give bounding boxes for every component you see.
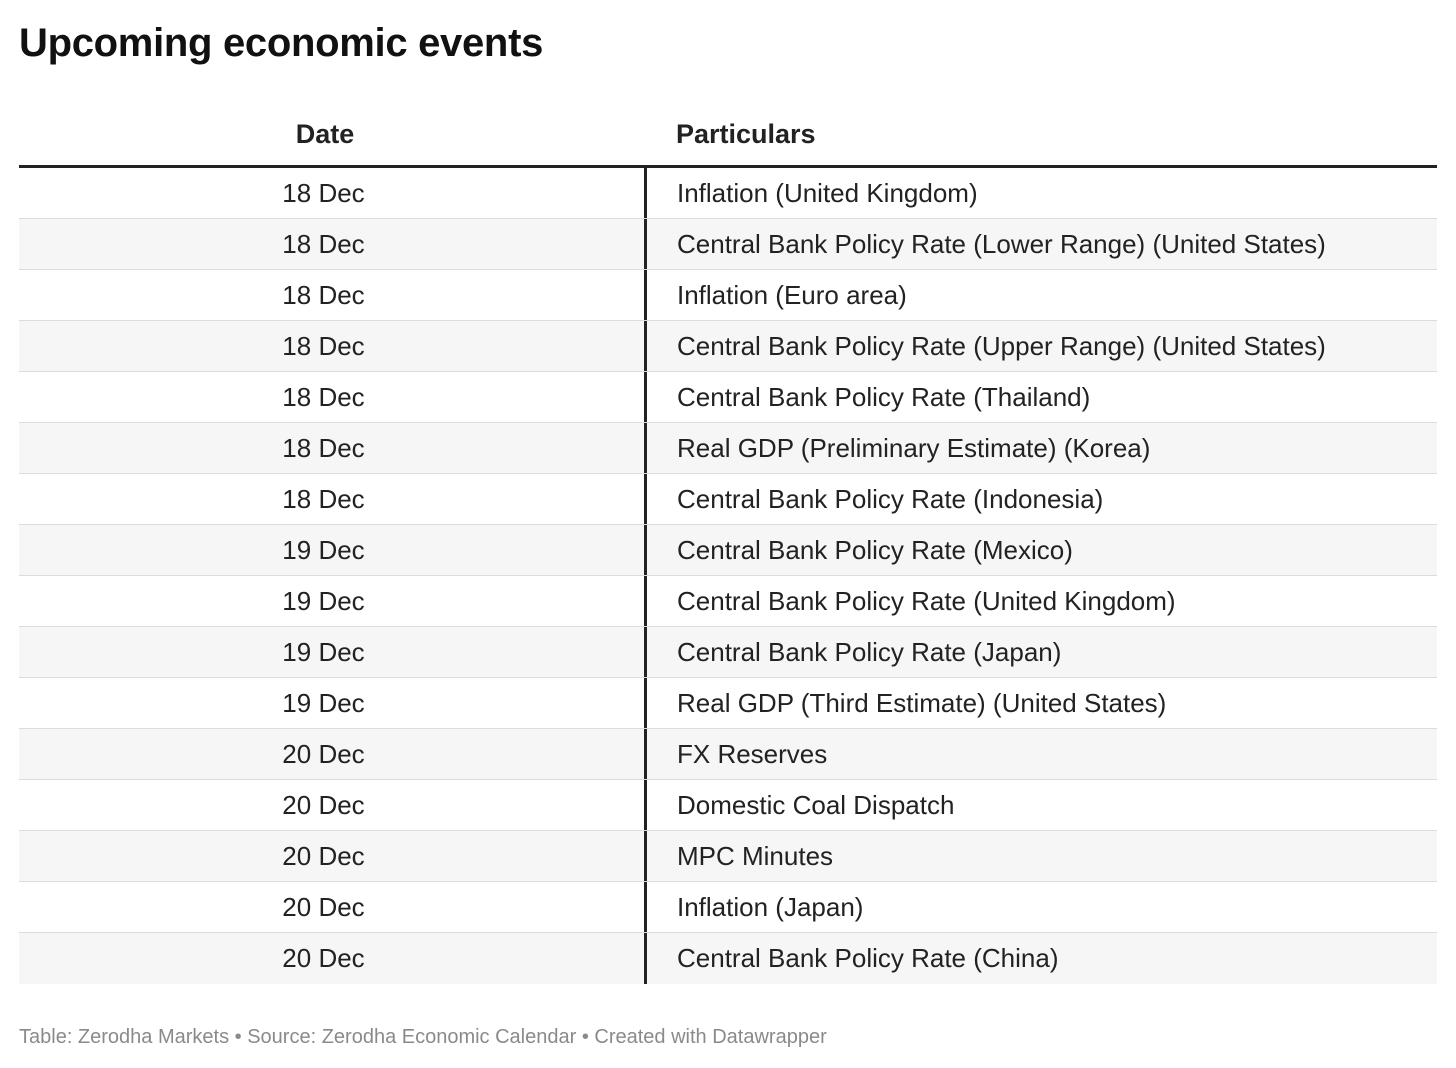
source-footer: Table: Zerodha Markets • Source: Zerodha… xyxy=(19,1026,827,1048)
particulars-cell: Inflation (Euro area) xyxy=(677,279,907,310)
table-row: 20 Dec Central Bank Policy Rate (China) xyxy=(19,933,1437,984)
table-row: 18 Dec Central Bank Policy Rate (Indonesi… xyxy=(19,474,1437,525)
date-cell: 20 Dec xyxy=(19,933,647,984)
particulars-cell: Real GDP (Preliminary Estimate) (Korea) xyxy=(677,432,1151,463)
table-row: 19 Dec Real GDP (Third Estimate) (United … xyxy=(19,678,1437,729)
date-cell: 20 Dec xyxy=(19,729,647,779)
table-row: 20 Dec Inflation (Japan) xyxy=(19,882,1437,933)
particulars-cell: Central Bank Policy Rate (Japan) xyxy=(677,636,1062,667)
particulars-cell: Central Bank Policy Rate (Lower Range) (… xyxy=(677,228,1326,259)
date-cell: 18 Dec xyxy=(19,423,647,473)
table-row: 20 Dec MPC Minutes xyxy=(19,831,1437,882)
table-row: 18 Dec Inflation (Euro area) xyxy=(19,270,1437,321)
column-header-particulars: Particulars xyxy=(676,119,816,149)
particulars-cell: MPC Minutes xyxy=(677,840,834,871)
date-cell: 20 Dec xyxy=(19,780,647,830)
column-header-date: Date xyxy=(295,119,355,149)
particulars-cell: Inflation (United Kingdom) xyxy=(677,177,978,208)
table-row: 18 Dec Central Bank Policy Rate (Upper Ra… xyxy=(19,321,1437,372)
table-row: 18 Dec Central Bank Policy Rate (Lower Ra… xyxy=(19,219,1437,270)
date-cell: 19 Dec xyxy=(19,576,647,626)
particulars-cell: FX Reserves xyxy=(677,738,828,769)
date-cell: 18 Dec xyxy=(19,168,647,218)
date-cell: 19 Dec xyxy=(19,525,647,575)
date-cell: 18 Dec xyxy=(19,372,647,422)
table-row: 18 Dec Real GDP (Preliminary Estimate) (K… xyxy=(19,423,1437,474)
date-cell: 18 Dec xyxy=(19,321,647,371)
date-cell: 20 Dec xyxy=(19,882,647,932)
particulars-cell: Real GDP (Third Estimate) (United States… xyxy=(677,687,1167,718)
date-cell: 18 Dec xyxy=(19,270,647,320)
particulars-cell: Domestic Coal Dispatch xyxy=(677,789,955,820)
table-body: 18 Dec Inflation (United Kingdom) 18 Dec Ce… xyxy=(19,168,1437,984)
table-row: 19 Dec Central Bank Policy Rate (Mexico) xyxy=(19,525,1437,576)
particulars-cell: Central Bank Policy Rate (China) xyxy=(677,943,1059,973)
particulars-cell: Inflation (Japan) xyxy=(677,891,864,922)
particulars-cell: Central Bank Policy Rate (Indonesia) xyxy=(677,483,1104,514)
table-row: 18 Dec Inflation (United Kingdom) xyxy=(19,168,1437,219)
date-cell: 19 Dec xyxy=(19,678,647,728)
table-row: 19 Dec Central Bank Policy Rate (Japan) xyxy=(19,627,1437,678)
table-row: 19 Dec Central Bank Policy Rate (United K… xyxy=(19,576,1437,627)
particulars-cell: Central Bank Policy Rate (Upper Range) (… xyxy=(677,330,1326,361)
particulars-cell: Central Bank Policy Rate (Mexico) xyxy=(677,534,1073,565)
date-cell: 18 Dec xyxy=(19,474,647,524)
events-table: Date Particulars 18 Dec Inflation (United… xyxy=(19,104,1437,984)
date-cell: 18 Dec xyxy=(19,219,647,269)
date-cell: 19 Dec xyxy=(19,627,647,677)
particulars-cell: Central Bank Policy Rate (United Kingdom… xyxy=(677,585,1176,616)
table-header: Date Particulars xyxy=(19,104,1437,168)
table-row: 20 Dec FX Reserves xyxy=(19,729,1437,780)
table-row: 18 Dec Central Bank Policy Rate (Thailand… xyxy=(19,372,1437,423)
page-title: Upcoming economic events xyxy=(19,21,544,65)
particulars-cell: Central Bank Policy Rate (Thailand) xyxy=(677,381,1091,412)
table-row: 20 Dec Domestic Coal Dispatch xyxy=(19,780,1437,831)
date-cell: 20 Dec xyxy=(19,831,647,881)
